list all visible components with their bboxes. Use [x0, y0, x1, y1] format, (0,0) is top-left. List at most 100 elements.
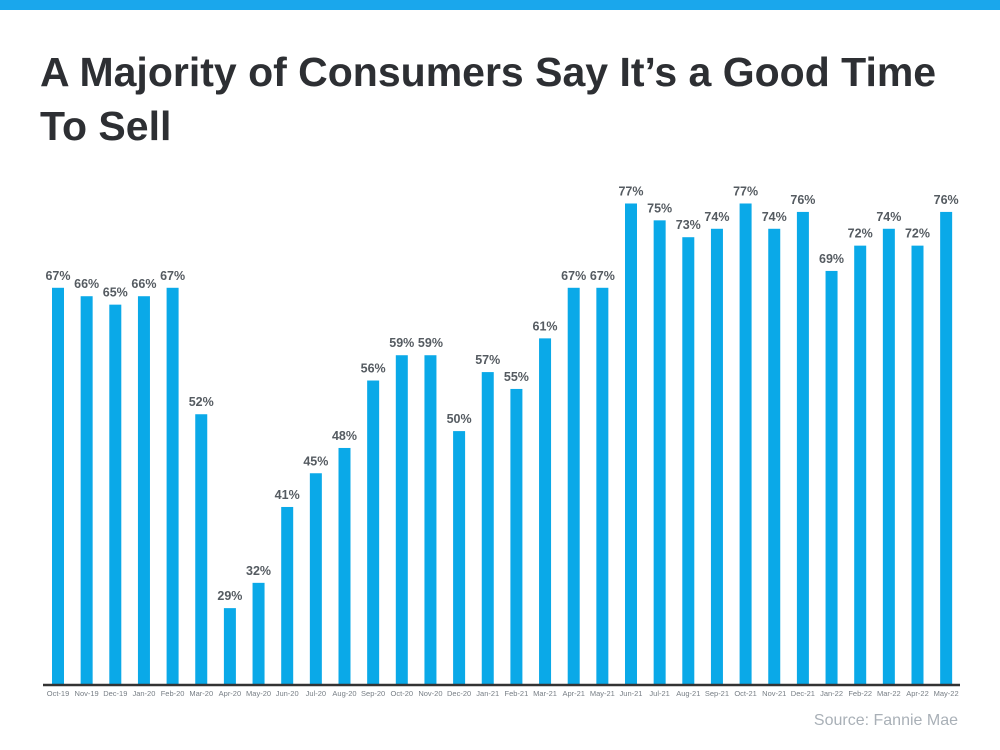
x-tick-label: May-20	[246, 689, 271, 698]
x-tick-label: Aug-20	[332, 689, 356, 698]
bar-Jul-21	[653, 220, 666, 684]
data-label: 75%	[647, 201, 672, 215]
data-label: 59%	[418, 336, 443, 350]
data-label: 76%	[790, 193, 815, 207]
bar-Aug-21	[682, 237, 695, 684]
x-tick-label: Dec-20	[447, 689, 471, 698]
bar-Nov-20	[424, 355, 437, 684]
bar-Feb-22	[854, 245, 867, 684]
x-tick-label: Nov-21	[762, 689, 786, 698]
x-tick-label: Jan-22	[820, 689, 843, 698]
x-tick-label: Oct-21	[734, 689, 757, 698]
data-label: 41%	[275, 488, 300, 502]
data-label: 67%	[561, 269, 586, 283]
x-tick-label: Jan-21	[476, 689, 499, 698]
x-tick-label: Apr-22	[906, 689, 929, 698]
data-label: 57%	[475, 353, 500, 367]
bar-May-22	[940, 211, 953, 685]
data-label: 50%	[447, 412, 472, 426]
bar-May-21	[596, 287, 609, 684]
bar-Jan-21	[481, 372, 494, 684]
x-tick-label: Nov-19	[75, 689, 99, 698]
data-label: 66%	[74, 277, 99, 291]
bar-Jan-20	[137, 296, 150, 684]
data-label: 55%	[504, 370, 529, 384]
data-label: 61%	[533, 319, 558, 333]
data-label: 67%	[160, 269, 185, 283]
data-label: 76%	[934, 193, 959, 207]
x-tick-label: Sep-21	[705, 689, 729, 698]
bar-Dec-19	[109, 304, 122, 684]
data-label: 52%	[189, 395, 214, 409]
chart-title: A Majority of Consumers Say It’s a Good …	[40, 49, 937, 149]
bar-Jun-21	[625, 203, 637, 685]
data-label: 45%	[303, 454, 328, 468]
x-tick-label: Apr-20	[219, 689, 242, 698]
x-tick-label: Dec-21	[791, 689, 815, 698]
x-tick-label: Mar-20	[189, 689, 213, 698]
x-tick-label: Jul-20	[306, 689, 326, 698]
data-label: 59%	[389, 336, 414, 350]
data-label: 69%	[819, 252, 844, 266]
bar-May-20	[252, 582, 265, 684]
bar-Oct-20	[395, 355, 408, 684]
data-label: 72%	[905, 227, 930, 241]
bar-Apr-21	[567, 287, 580, 684]
x-tick-label: Jun-21	[620, 689, 643, 698]
data-label: 29%	[217, 589, 242, 603]
bar-Jul-20	[309, 473, 322, 684]
data-label: 77%	[733, 184, 758, 198]
x-tick-label: Oct-20	[391, 689, 414, 698]
bar-Apr-22	[911, 245, 924, 684]
x-tick-label: Mar-22	[877, 689, 901, 698]
bar-Apr-20	[223, 608, 236, 684]
data-label: 72%	[848, 227, 873, 241]
bar-Dec-20	[453, 431, 466, 684]
data-label: 32%	[246, 564, 271, 578]
x-tick-label: Dec-19	[103, 689, 127, 698]
data-label: 67%	[45, 269, 70, 283]
bar-Mar-20	[195, 414, 208, 684]
source-note: Source: Fannie Mae	[813, 712, 958, 729]
x-tick-label: Mar-21	[533, 689, 557, 698]
x-tick-label: Jul-21	[649, 689, 669, 698]
bar-Aug-20	[338, 447, 351, 684]
data-label: 67%	[590, 269, 615, 283]
x-tick-label: Oct-19	[47, 689, 70, 698]
bar-Jun-20	[281, 506, 294, 684]
bar-Nov-19	[80, 296, 93, 684]
x-tick-label: Nov-20	[418, 689, 442, 698]
data-label: 74%	[704, 210, 729, 224]
bar-Mar-21	[539, 338, 552, 684]
data-label: 66%	[131, 277, 156, 291]
bar-Sep-21	[710, 228, 723, 684]
bar-Nov-21	[768, 228, 781, 684]
data-label: 74%	[876, 210, 901, 224]
x-tick-label: Aug-21	[676, 689, 700, 698]
x-tick-label: Jun-20	[276, 689, 299, 698]
x-tick-label: Sep-20	[361, 689, 385, 698]
bar-Oct-21	[739, 203, 752, 685]
bar-Dec-21	[796, 211, 809, 685]
x-tick-label: May-22	[934, 689, 959, 698]
x-tick-label: Feb-20	[161, 689, 185, 698]
bar-Mar-22	[882, 228, 895, 684]
bar-Feb-21	[510, 388, 523, 684]
top-accent-bar	[0, 0, 1000, 10]
bar-Oct-19	[52, 287, 64, 684]
data-label: 65%	[103, 286, 128, 300]
x-tick-label: Apr-21	[562, 689, 585, 698]
bar-Sep-20	[367, 380, 380, 684]
data-label: 73%	[676, 218, 701, 232]
x-tick-label: May-21	[590, 689, 615, 698]
data-label: 56%	[361, 362, 386, 376]
bar-Feb-20	[166, 287, 179, 684]
data-label: 77%	[618, 184, 643, 198]
x-tick-label: Feb-22	[848, 689, 872, 698]
x-tick-label: Feb-21	[505, 689, 529, 698]
bar-Jan-22	[825, 270, 838, 684]
data-label: 48%	[332, 429, 357, 443]
x-tick-label: Jan-20	[132, 689, 155, 698]
data-label: 74%	[762, 210, 787, 224]
